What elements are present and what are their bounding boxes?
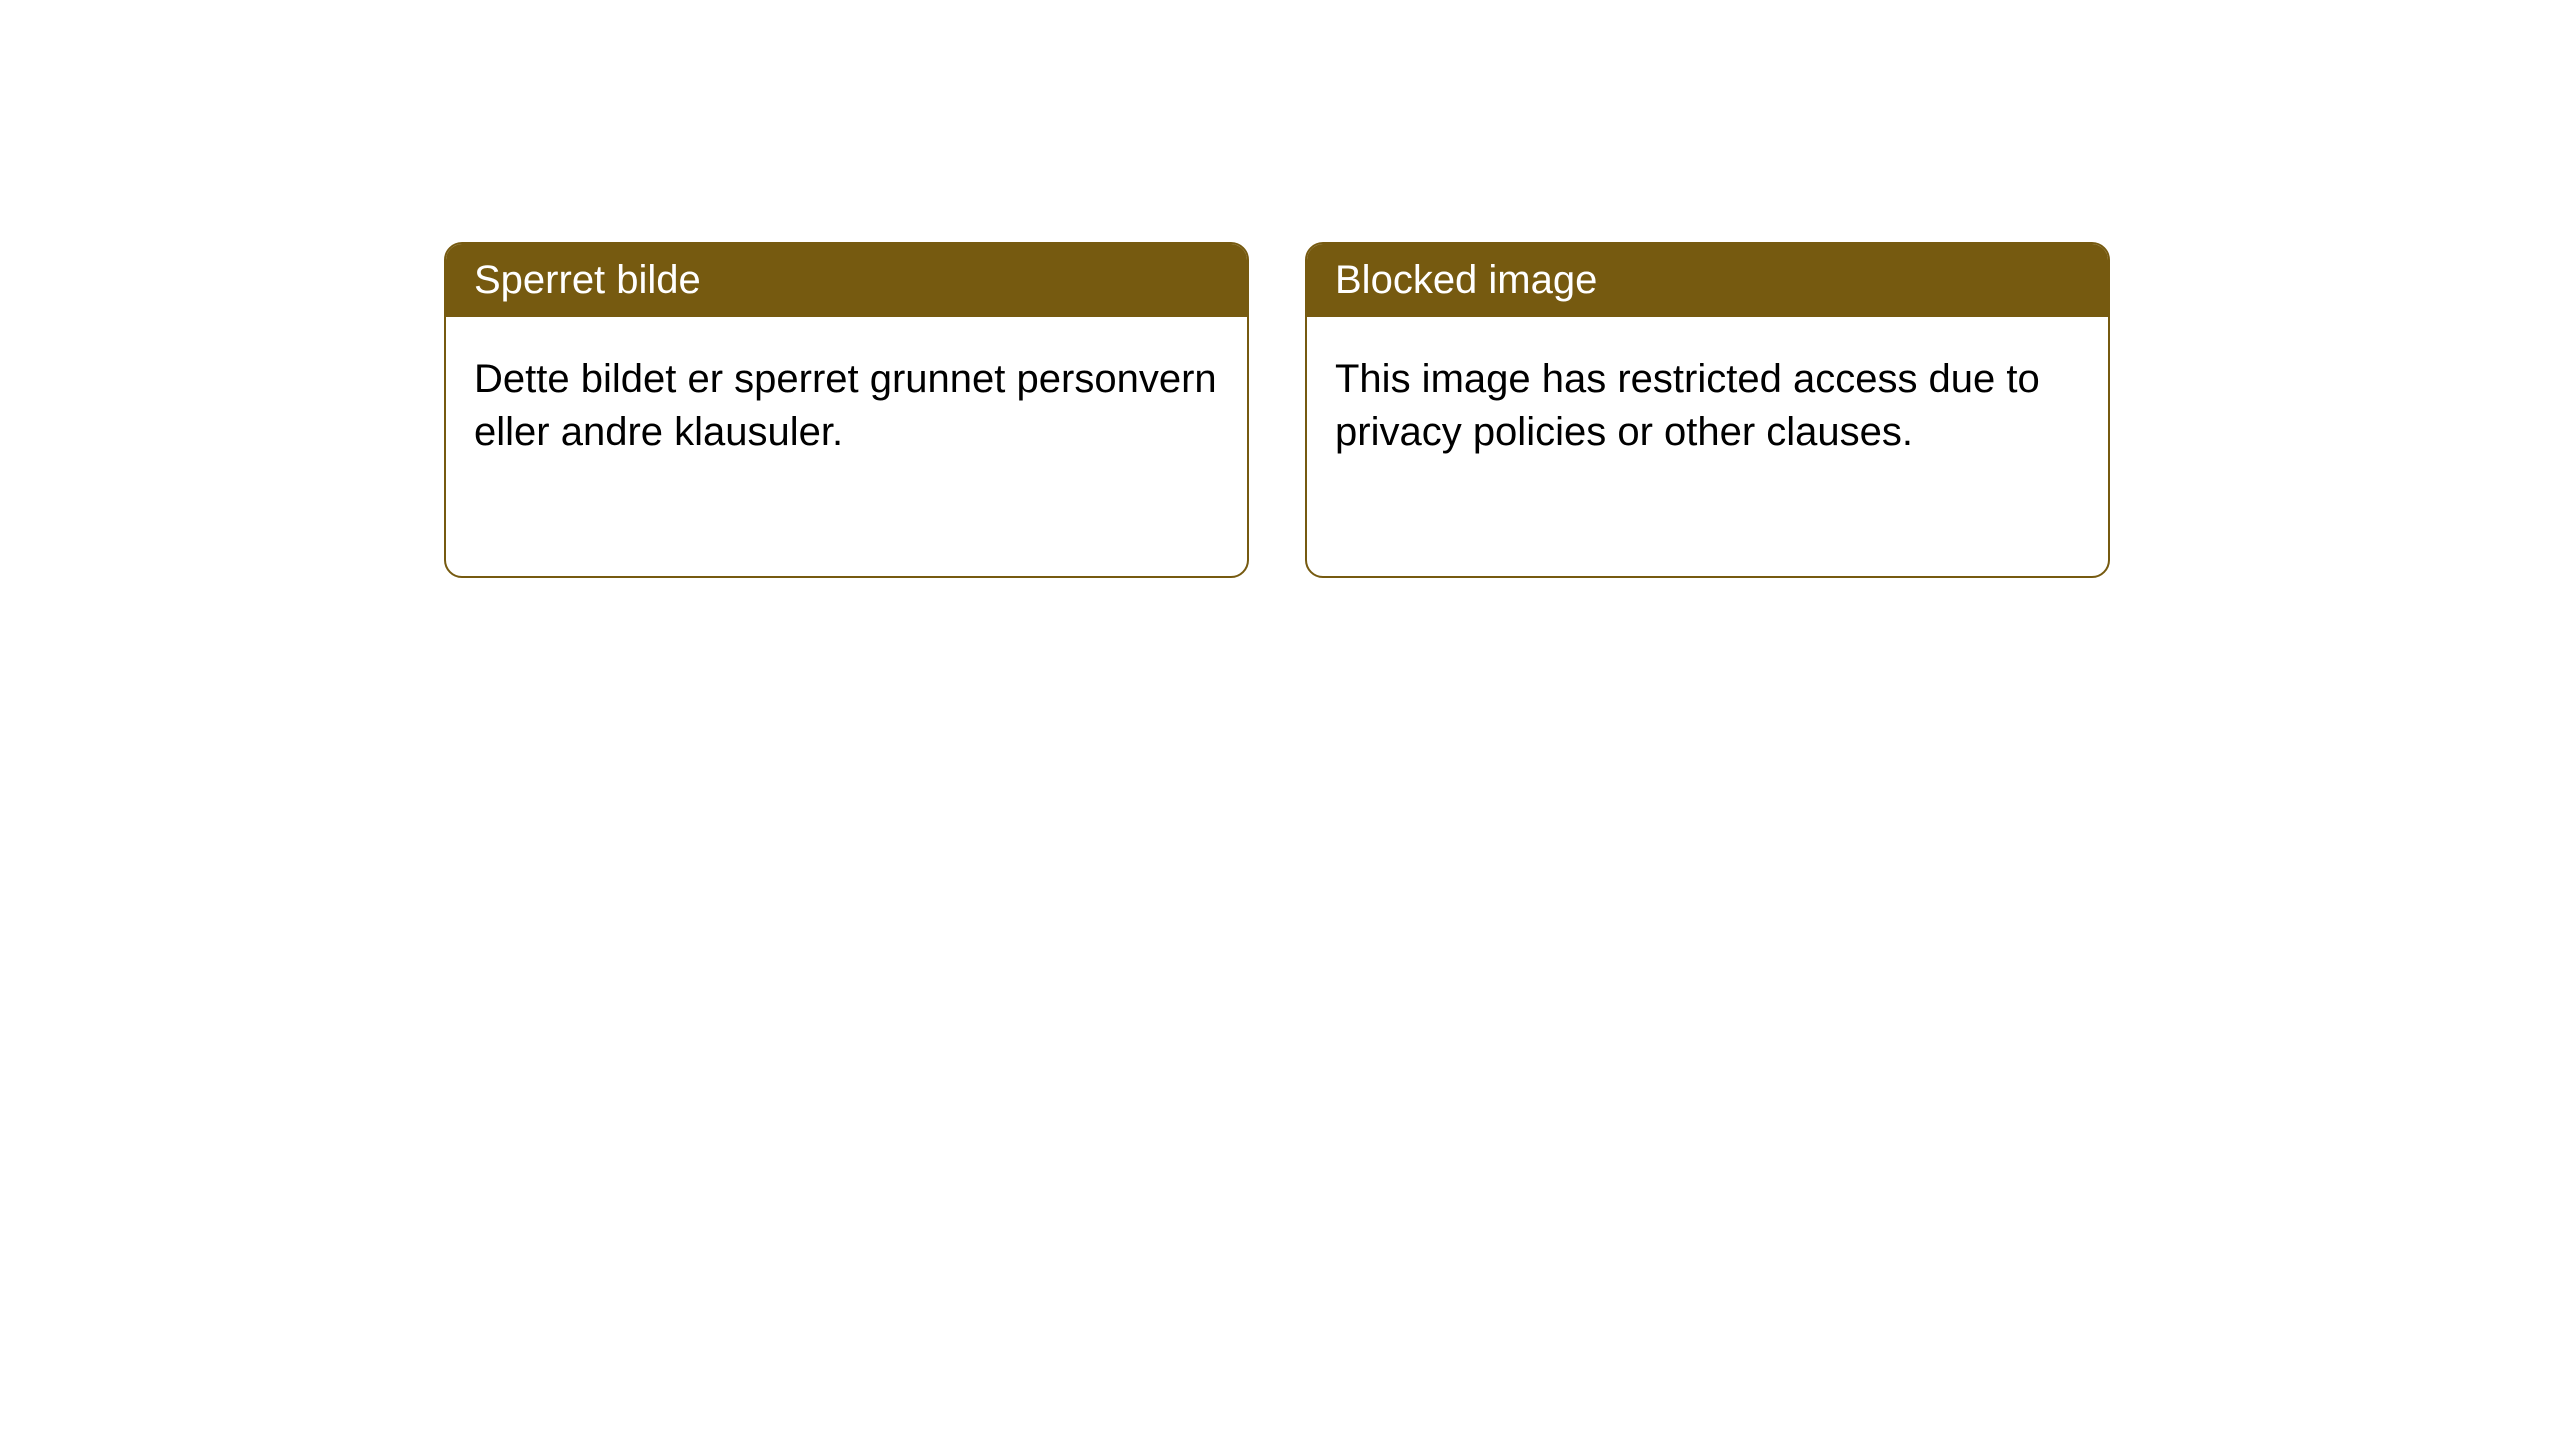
blocked-image-card-no: Sperret bilde Dette bildet er sperret gr…: [444, 242, 1249, 578]
blocked-image-cards: Sperret bilde Dette bildet er sperret gr…: [444, 242, 2110, 578]
blocked-image-card-en: Blocked image This image has restricted …: [1305, 242, 2110, 578]
card-body-en: This image has restricted access due to …: [1307, 317, 2108, 487]
card-title-no: Sperret bilde: [446, 244, 1247, 317]
card-body-no: Dette bildet er sperret grunnet personve…: [446, 317, 1247, 487]
card-title-en: Blocked image: [1307, 244, 2108, 317]
